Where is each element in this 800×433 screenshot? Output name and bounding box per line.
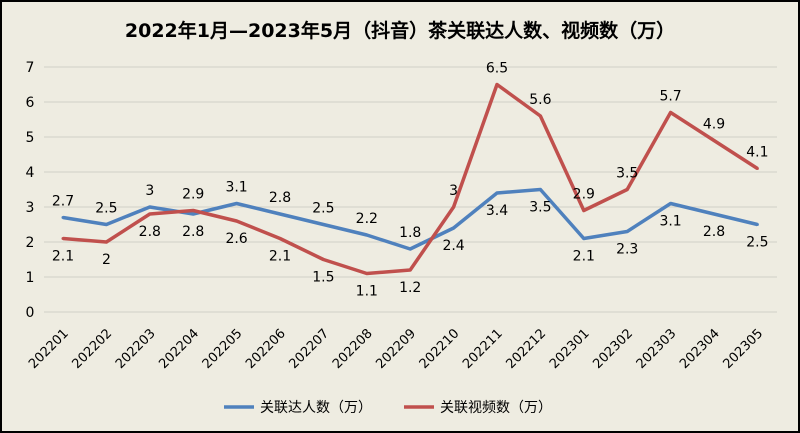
data-label: 2.3 <box>616 242 638 258</box>
data-label: 1.8 <box>399 225 421 241</box>
x-tick-label: 202201 <box>26 326 72 372</box>
x-tick-label: 202211 <box>460 326 506 372</box>
x-tick-label: 202302 <box>590 326 636 372</box>
data-point <box>408 268 412 272</box>
x-tick-label: 202303 <box>634 326 680 372</box>
data-point <box>365 233 369 237</box>
data-label: 3.4 <box>486 203 508 219</box>
data-label: 2.7 <box>52 194 74 210</box>
data-point <box>148 205 152 209</box>
x-tick-label: 202206 <box>243 326 289 372</box>
data-point <box>625 188 629 191</box>
data-label: 6.5 <box>486 61 508 77</box>
data-label: 2.2 <box>356 211 378 227</box>
data-label: 3 <box>145 183 154 199</box>
data-point <box>408 247 412 251</box>
data-point <box>538 114 542 118</box>
x-tick-label: 202301 <box>547 326 593 372</box>
data-label: 1.1 <box>356 284 378 300</box>
data-label: 2.5 <box>95 201 117 217</box>
data-label: 2.5 <box>746 235 768 251</box>
data-point <box>495 83 499 86</box>
data-label: 5.6 <box>529 92 551 108</box>
data-point <box>625 230 629 233</box>
data-label: 3.1 <box>225 180 247 196</box>
data-point <box>321 223 325 226</box>
x-tick-label: 202305 <box>721 326 767 372</box>
data-point <box>61 237 65 240</box>
data-label: 5.7 <box>659 89 681 105</box>
y-tick-label: 7 <box>26 60 35 76</box>
data-point <box>582 209 586 212</box>
data-label: 2.8 <box>139 224 161 240</box>
data-label: 2.5 <box>312 201 334 217</box>
data-point <box>235 219 239 223</box>
data-label: 3.5 <box>529 200 551 216</box>
data-label: 2.4 <box>442 238 464 254</box>
series-line-2 <box>62 82 759 276</box>
data-point <box>582 237 586 240</box>
data-label: 3.1 <box>659 214 681 230</box>
data-point <box>191 212 195 216</box>
legend-label: 关联视频数（万） <box>440 400 552 416</box>
data-label: 2 <box>102 252 111 268</box>
legend-label: 关联达人数（万） <box>260 400 372 416</box>
data-point <box>452 205 456 209</box>
data-label: 2.9 <box>573 187 595 203</box>
data-label: 2.1 <box>52 249 74 265</box>
data-label: 3 <box>449 183 458 199</box>
data-label: 2.6 <box>225 231 247 247</box>
x-tick-label: 202209 <box>373 326 419 372</box>
x-tick-label: 202204 <box>156 326 202 372</box>
x-tick-label: 202203 <box>113 326 159 372</box>
y-tick-label: 4 <box>26 165 35 181</box>
chart-title: 2022年1月—2023年5月（抖音）茶关联达人数、视频数（万） <box>124 20 676 42</box>
x-tick-label: 202304 <box>677 326 723 372</box>
data-label: 3.5 <box>616 166 638 182</box>
data-point <box>755 223 759 226</box>
data-point <box>191 209 195 212</box>
data-point <box>712 212 716 216</box>
data-point <box>495 191 499 195</box>
data-point <box>278 212 282 216</box>
x-tick-label: 202212 <box>504 326 550 372</box>
x-tick-label: 202205 <box>200 326 246 372</box>
y-tick-label: 2 <box>26 235 35 251</box>
y-tick-label: 5 <box>26 130 35 146</box>
data-point <box>365 272 369 275</box>
y-tick-label: 1 <box>26 270 35 286</box>
x-tick-label: 202202 <box>70 326 116 372</box>
data-point <box>235 202 239 205</box>
x-tick-label: 202208 <box>330 326 376 372</box>
data-label: 4.1 <box>746 145 768 161</box>
data-point <box>104 240 108 244</box>
data-label: 2.9 <box>182 187 204 203</box>
data-point <box>452 226 456 230</box>
data-point <box>669 111 673 114</box>
y-tick-label: 0 <box>26 305 35 321</box>
data-label: 4.9 <box>703 117 725 133</box>
data-point <box>538 188 542 191</box>
y-tick-label: 3 <box>26 200 35 216</box>
data-point <box>669 202 673 205</box>
data-point <box>712 139 716 142</box>
data-point <box>104 223 108 226</box>
data-label: 2.8 <box>269 190 291 206</box>
data-label: 1.2 <box>399 280 421 296</box>
data-label: 2.1 <box>269 249 291 265</box>
x-tick-label: 202207 <box>287 326 333 372</box>
data-point <box>278 237 282 240</box>
data-label: 1.5 <box>312 270 334 286</box>
data-point <box>755 167 759 170</box>
data-label: 2.8 <box>182 224 204 240</box>
data-point <box>321 258 325 261</box>
data-point <box>148 212 152 216</box>
data-label: 2.8 <box>703 224 725 240</box>
x-tick-label: 202210 <box>417 326 463 372</box>
data-label: 2.1 <box>573 249 595 265</box>
data-point <box>61 216 65 219</box>
y-tick-label: 6 <box>26 95 35 111</box>
